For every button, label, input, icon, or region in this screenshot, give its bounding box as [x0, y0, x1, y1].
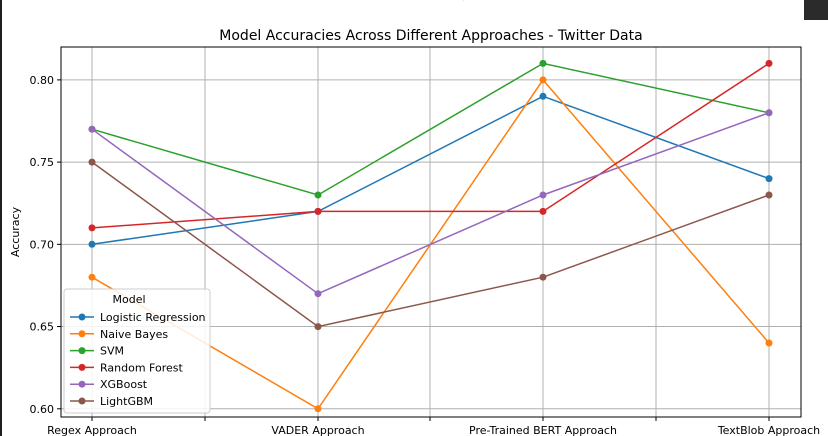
data-point: [88, 158, 96, 166]
legend: Model Logistic Regression Naive Bayes SVM Ra…: [63, 288, 211, 414]
legend-title: Model: [112, 293, 145, 306]
data-point: [88, 125, 96, 133]
data-point: [765, 339, 773, 347]
data-point: [539, 207, 547, 215]
legend-swatch-marker: [78, 397, 86, 405]
y-tick-label: 0.70: [30, 238, 55, 251]
data-point: [539, 92, 547, 100]
corner-widget: [804, 0, 828, 20]
legend-item: LightGBM: [70, 395, 153, 408]
data-point: [314, 405, 322, 413]
legend-item: SVM: [70, 345, 124, 358]
series-line: [91, 161, 770, 328]
x-tick-label: VADER Approach: [271, 424, 364, 436]
y-axis-label: Accuracy: [9, 206, 22, 257]
legend-swatch-marker: [78, 363, 86, 371]
y-tick-label: 0.75: [30, 156, 55, 169]
data-point: [539, 191, 547, 199]
legend-swatch-marker: [78, 313, 86, 321]
data-point: [765, 191, 773, 199]
y-tick-label: 0.65: [30, 321, 55, 334]
series-group: [88, 59, 773, 413]
series-lightgbm: [88, 158, 773, 331]
series-xgboost: [88, 109, 773, 298]
legend-label: LightGBM: [100, 395, 153, 408]
series-line: [91, 62, 770, 229]
series-random-forest: [88, 59, 773, 232]
data-point: [88, 240, 96, 248]
series-line: [91, 62, 770, 196]
x-tick-label: Pre-Trained BERT Approach: [469, 424, 617, 436]
legend-swatch-marker: [78, 380, 86, 388]
legend-item: XGBoost: [70, 378, 148, 391]
y-ticks: 0.60 0.65 0.70 0.75 0.80: [30, 74, 61, 416]
legend-item: Naive Bayes: [70, 328, 168, 341]
legend-swatch-marker: [78, 347, 86, 355]
data-point: [314, 290, 322, 298]
legend-label: Random Forest: [100, 361, 183, 374]
chart-title: Model Accuracies Across Different Approa…: [219, 28, 642, 44]
x-tick-label: Regex Approach: [47, 424, 137, 436]
data-point: [88, 224, 96, 232]
data-point: [314, 323, 322, 331]
legend-item: Logistic Regression: [70, 311, 206, 324]
data-point: [88, 273, 96, 281]
legend-label: Naive Bayes: [100, 328, 168, 341]
legend-label: Logistic Regression: [100, 311, 206, 324]
y-tick-label: 0.60: [30, 403, 55, 416]
legend-label: SVM: [100, 345, 124, 358]
legend-swatch-marker: [78, 330, 86, 338]
data-point: [314, 207, 322, 215]
data-point: [539, 76, 547, 84]
data-point: [314, 191, 322, 199]
x-tick-label: TextBlob Approach: [717, 424, 820, 436]
y-tick-label: 0.80: [30, 74, 55, 87]
series-line: [91, 112, 770, 295]
x-ticks: Regex Approach VADER Approach Pre-Trained …: [47, 417, 820, 436]
legend-box: [63, 288, 211, 414]
data-point: [539, 273, 547, 281]
plot-area: [60, 46, 802, 418]
data-point: [539, 59, 547, 67]
legend-item: Random Forest: [70, 361, 183, 374]
data-point: [765, 59, 773, 67]
data-point: [765, 175, 773, 183]
data-point: [765, 109, 773, 117]
legend-label: XGBoost: [100, 378, 148, 391]
window-edge: [0, 0, 2, 436]
